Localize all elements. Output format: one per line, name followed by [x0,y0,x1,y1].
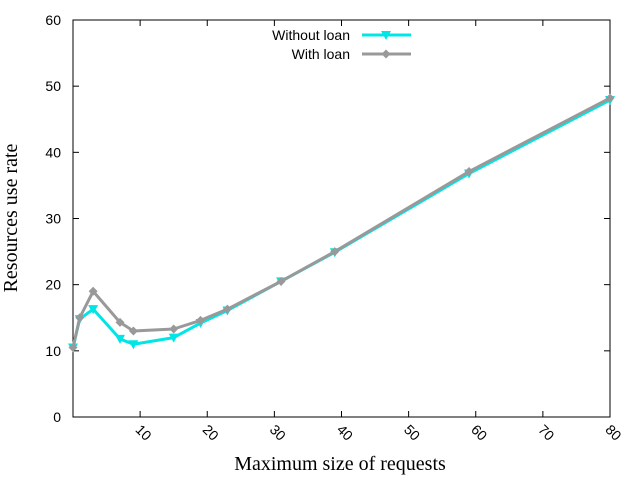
legend: Without loan With loan [272,27,411,62]
y-tick-label: 40 [45,144,61,160]
data-point [330,247,340,257]
y-tick-label: 10 [45,343,61,359]
legend-label: Without loan [272,27,350,43]
series-layer [68,93,615,353]
x-tick-label: 20 [200,421,222,443]
data-point [196,315,206,325]
x-tick-label: 10 [132,421,154,443]
y-axis-title: Resources use rate [0,143,22,292]
y-tick-label: 20 [45,277,61,293]
x-tick-label: 70 [535,421,557,443]
axes: 0 10 20 30 40 50 60 10 20 30 40 50 60 70 80 [45,12,624,444]
data-point [222,304,232,314]
plot-frame [72,19,611,418]
data-point [88,286,98,296]
data-point [88,305,99,315]
series-line [71,96,611,348]
data-point [168,333,179,343]
data-point [128,340,139,350]
x-tick-label: 60 [468,421,490,443]
x-tick-label: 50 [401,421,423,443]
data-point [464,167,474,177]
data-point [114,334,125,344]
y-tick-label: 60 [45,12,61,28]
data-point [115,317,125,327]
series-1 [68,93,615,353]
series-line [71,98,611,348]
legend-entry: Without loan [272,27,411,43]
legend-entry: With loan [292,46,411,62]
data-point [128,326,138,336]
data-point [605,93,615,103]
legend-marker [381,31,391,40]
data-point [68,343,78,353]
series-0 [68,96,615,353]
x-tick-label: 80 [602,421,624,443]
data-point [276,276,286,286]
y-tick-label: 0 [53,409,61,425]
legend-label: With loan [292,46,350,62]
y-tick-label: 30 [45,211,61,227]
data-point [169,324,179,334]
x-tick-label: 40 [334,421,356,443]
x-axis-title: Maximum size of requests [234,453,446,475]
legend-marker [381,49,391,59]
y-tick-label: 50 [45,78,61,94]
data-point [75,313,85,323]
x-tick-label: 30 [267,421,289,443]
